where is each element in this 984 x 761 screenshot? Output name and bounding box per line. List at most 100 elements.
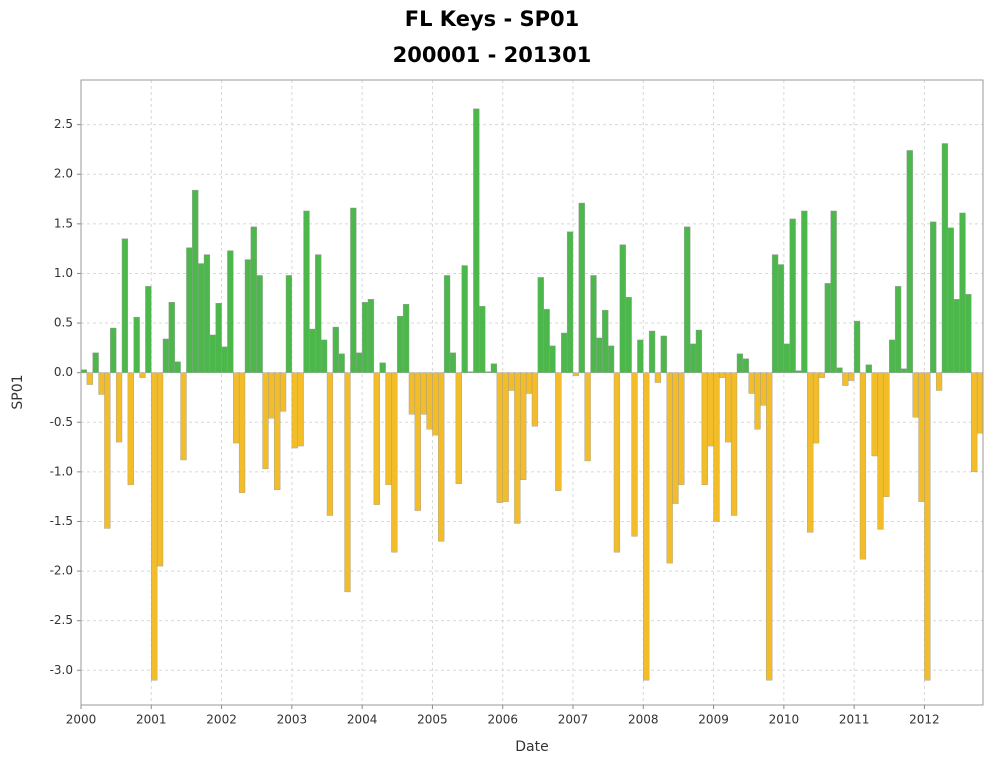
x-tick-label: 2005 [417, 713, 448, 727]
bar [748, 372, 755, 394]
bar [449, 352, 457, 373]
bar [935, 372, 943, 391]
bar [250, 226, 257, 373]
bar [385, 372, 392, 485]
bar [613, 372, 621, 553]
x-axis-label: Date [515, 739, 548, 755]
bar [203, 254, 211, 373]
bar [268, 372, 275, 419]
bar [672, 372, 679, 504]
y-tick-label: -2.0 [50, 564, 73, 578]
bar [807, 372, 814, 533]
bar [713, 372, 720, 522]
bar [514, 372, 521, 524]
bar [443, 275, 451, 373]
bar [906, 150, 913, 373]
bar [561, 332, 568, 373]
bar [438, 372, 445, 542]
bar [455, 372, 462, 484]
bar [976, 372, 984, 434]
bar [654, 372, 662, 383]
bar [373, 372, 380, 505]
bar [883, 372, 890, 497]
bar [174, 361, 181, 373]
bar [766, 372, 773, 681]
bar [894, 286, 902, 373]
bar [186, 247, 193, 373]
bar [566, 231, 574, 373]
plot-border [80, 79, 984, 706]
chart-title: FL Keys - SP01 [405, 7, 579, 31]
bar [848, 372, 855, 381]
x-tick-label: 2002 [206, 713, 237, 727]
bar [303, 210, 310, 373]
bar [180, 372, 187, 461]
bar [139, 372, 146, 378]
bar [578, 202, 585, 373]
bar [227, 250, 234, 373]
y-tick-label: 1.0 [54, 266, 73, 280]
bar [426, 372, 433, 430]
bar [607, 345, 615, 373]
bar [754, 372, 761, 430]
y-tick-label: -1.5 [50, 514, 73, 528]
bar [297, 372, 304, 447]
bar [192, 189, 199, 373]
bar [725, 372, 732, 443]
bar [168, 302, 175, 373]
bar [209, 334, 216, 373]
bar [666, 372, 673, 564]
x-tick-label: 2010 [769, 713, 800, 727]
bar [689, 343, 697, 373]
bar [285, 275, 293, 373]
bar [110, 327, 117, 373]
bar [86, 372, 93, 385]
bar [467, 371, 474, 373]
bar [684, 226, 691, 373]
bar [397, 315, 404, 373]
bar [631, 372, 638, 537]
bar [602, 309, 609, 373]
bar [133, 316, 140, 373]
bar [783, 343, 790, 373]
bar [959, 212, 966, 373]
bar [356, 352, 363, 373]
bar [801, 210, 808, 373]
bar [941, 143, 949, 373]
bar [795, 370, 802, 373]
bar [760, 372, 767, 406]
bar [695, 329, 703, 373]
bar [520, 372, 527, 481]
bar [414, 372, 421, 511]
bar [660, 335, 667, 373]
bar [332, 326, 339, 373]
bar [549, 345, 556, 373]
bar [824, 283, 831, 373]
bar [244, 259, 252, 373]
bar [742, 358, 749, 373]
bar [777, 264, 785, 373]
y-tick-label: 1.5 [54, 216, 73, 230]
bar [637, 339, 644, 373]
bar [719, 372, 726, 378]
bar [309, 328, 316, 373]
bar [572, 372, 580, 376]
bar [338, 353, 345, 373]
bar [151, 372, 158, 681]
bar [508, 372, 515, 391]
bar [871, 372, 878, 457]
x-tick-label: 2008 [628, 713, 659, 727]
bar [350, 207, 357, 373]
y-tick-label: 0.5 [54, 316, 73, 330]
bar [900, 368, 908, 373]
bar [274, 372, 281, 490]
bar [484, 371, 492, 373]
bar [789, 218, 796, 373]
bar [918, 372, 925, 502]
bar [590, 275, 597, 373]
bar [315, 254, 322, 373]
bar [92, 352, 99, 373]
chart-subtitle: 200001 - 201301 [393, 43, 592, 67]
bar [842, 372, 849, 386]
